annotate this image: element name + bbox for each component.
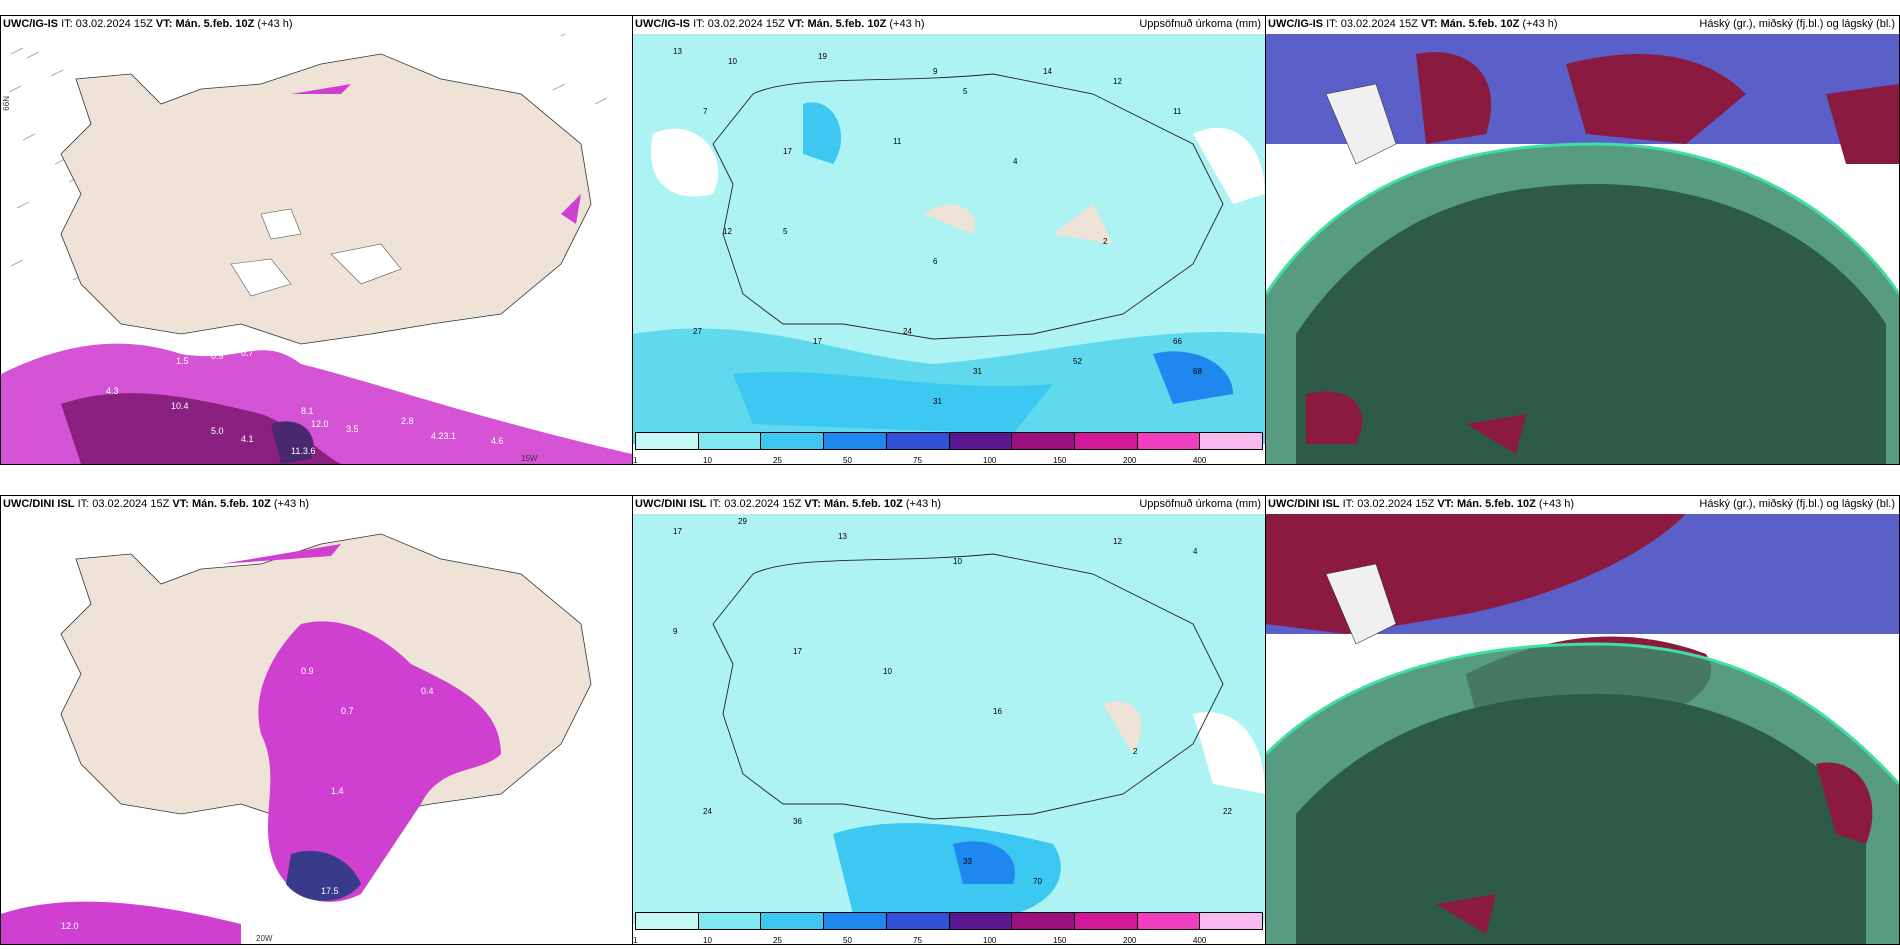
- svg-text:1.5: 1.5: [176, 356, 189, 366]
- lon-label: 15W: [521, 454, 538, 463]
- svg-text:13: 13: [673, 47, 682, 56]
- svg-text:3.3: 3.3: [441, 916, 454, 926]
- precip-legend-labels: 1 10 25 50 75 100 150 200 400: [633, 936, 1207, 945]
- svg-text:5: 5: [783, 227, 788, 236]
- panel-snow-igis: UWC/IG-IS IT: 03.02.2024 15Z VT: Mán. 5.…: [0, 15, 633, 465]
- svg-text:66: 66: [1173, 337, 1182, 346]
- panel-header: UWC/DINI ISL IT: 03.02.2024 15Z VT: Mán.…: [3, 498, 310, 510]
- svg-text:4: 4: [1193, 547, 1198, 556]
- svg-text:31: 31: [933, 397, 942, 406]
- svg-text:3.5: 3.5: [346, 424, 359, 434]
- svg-text:17: 17: [783, 147, 792, 156]
- svg-text:10: 10: [728, 57, 737, 66]
- svg-text:11: 11: [893, 137, 902, 146]
- svg-text:13: 13: [838, 532, 847, 541]
- lat-label: 66N: [2, 96, 11, 111]
- precip-legend-labels: 1 10 25 50 75 100 150 200 400: [633, 456, 1207, 465]
- snow-map: 1.5 0.9 0.7 4.3 10.4 8.1 12.0 3.5 2.8 4.23.1 4.…: [1, 34, 632, 464]
- svg-text:5.0: 5.0: [211, 426, 224, 436]
- svg-text:9: 9: [933, 67, 938, 76]
- svg-text:17: 17: [673, 527, 682, 536]
- svg-text:2.8: 2.8: [401, 416, 414, 426]
- svg-text:10: 10: [953, 557, 962, 566]
- lon-label: 20W: [256, 934, 273, 943]
- panel-header: UWC/IG-IS IT: 03.02.2024 15Z VT: Mán. 5.…: [1268, 18, 1558, 30]
- svg-text:36: 36: [793, 817, 802, 826]
- svg-text:2.2: 2.2: [431, 846, 444, 856]
- svg-text:11.3.6: 11.3.6: [291, 446, 315, 456]
- svg-text:0.7: 0.7: [341, 706, 354, 716]
- panel-header: UWC/DINI ISL IT: 03.02.2024 15Z VT: Mán.…: [635, 498, 942, 510]
- svg-text:4.3: 4.3: [106, 386, 119, 396]
- svg-text:24: 24: [903, 327, 912, 336]
- snow-band: [258, 621, 501, 902]
- svg-text:17: 17: [813, 337, 822, 346]
- svg-text:19: 19: [818, 52, 827, 61]
- panel-clouds-dini: UWC/DINI ISL IT: 03.02.2024 15Z VT: Mán.…: [1265, 495, 1900, 945]
- svg-text:7: 7: [703, 107, 708, 116]
- svg-text:2: 2: [1103, 237, 1108, 246]
- svg-text:0.9: 0.9: [301, 666, 314, 676]
- panel-snow-dini: UWC/DINI ISL IT: 03.02.2024 15Z VT: Mán.…: [0, 495, 633, 945]
- precip-legend: [635, 432, 1264, 454]
- svg-text:70: 70: [1033, 877, 1042, 886]
- panel-title: Háský (gr.), miðský (fj.bl.) og lágský (…: [1699, 498, 1895, 510]
- panel-title: Uppsöfnuð úrkoma (mm): [1139, 18, 1261, 30]
- svg-text:29: 29: [738, 517, 747, 526]
- svg-text:27: 27: [693, 327, 702, 336]
- panel-header: UWC/DINI ISL IT: 03.02.2024 15Z VT: Mán.…: [1268, 498, 1575, 510]
- svg-text:4.6: 4.6: [491, 436, 504, 446]
- cloud-map: [1266, 34, 1899, 464]
- panel-title: Uppsöfnuð úrkoma (mm): [1139, 498, 1261, 510]
- svg-text:14: 14: [1043, 67, 1052, 76]
- panel-precip-dini: UWC/DINI ISL IT: 03.02.2024 15Z VT: Mán.…: [632, 495, 1266, 945]
- svg-text:0.9: 0.9: [211, 351, 224, 361]
- svg-text:15.3: 15.3: [361, 891, 379, 901]
- svg-text:12.0: 12.0: [61, 921, 79, 931]
- svg-text:52: 52: [1073, 357, 1082, 366]
- svg-text:9: 9: [673, 627, 678, 636]
- panel-header: UWC/IG-IS IT: 03.02.2024 15Z VT: Mán. 5.…: [3, 18, 293, 30]
- svg-text:17: 17: [793, 647, 802, 656]
- svg-text:12: 12: [1113, 77, 1122, 86]
- svg-text:12: 12: [1113, 537, 1122, 546]
- svg-text:8.1: 8.1: [301, 406, 314, 416]
- panel-title: Háský (gr.), miðský (fj.bl.) og lágský (…: [1699, 18, 1895, 30]
- svg-text:10: 10: [883, 667, 892, 676]
- svg-text:4: 4: [1013, 157, 1018, 166]
- panel-header: UWC/IG-IS IT: 03.02.2024 15Z VT: Mán. 5.…: [635, 18, 925, 30]
- svg-text:12.0: 12.0: [311, 419, 329, 429]
- svg-text:10.4: 10.4: [171, 401, 189, 411]
- precip-legend: [635, 912, 1264, 934]
- snow-map: 0.9 0.7 0.4 1.4 17.5 15.3 2.2 3.3 12.0: [1, 514, 632, 944]
- svg-text:4.23.1: 4.23.1: [431, 431, 456, 441]
- svg-text:31: 31: [973, 367, 982, 376]
- iceland-land: [60, 53, 592, 345]
- svg-text:4.1: 4.1: [241, 434, 254, 444]
- svg-text:68: 68: [1193, 367, 1202, 376]
- svg-text:0.4: 0.4: [421, 686, 434, 696]
- svg-text:6: 6: [933, 257, 938, 266]
- svg-text:16: 16: [993, 707, 1002, 716]
- cloud-map: [1266, 514, 1899, 944]
- svg-text:12: 12: [723, 227, 732, 236]
- svg-text:2: 2: [1133, 747, 1138, 756]
- svg-text:11: 11: [1173, 107, 1182, 116]
- svg-text:22: 22: [1223, 807, 1232, 816]
- svg-text:33: 33: [963, 857, 972, 866]
- precip-map: 17 29 13 10 12 4 9 17 10 16 2 24 36 33 70 22: [633, 514, 1265, 924]
- svg-text:5: 5: [963, 87, 968, 96]
- svg-text:24: 24: [703, 807, 712, 816]
- precip-map: 13 10 19 9 5 14 12 11 7 17 11 4 12 5 6 2 27 17 24 31 52…: [633, 34, 1265, 444]
- svg-text:0.7: 0.7: [241, 348, 254, 358]
- panel-clouds-igis: UWC/IG-IS IT: 03.02.2024 15Z VT: Mán. 5.…: [1265, 15, 1900, 465]
- svg-text:17.5: 17.5: [321, 886, 339, 896]
- svg-text:1.4: 1.4: [331, 786, 344, 796]
- panel-precip-igis: UWC/IG-IS IT: 03.02.2024 15Z VT: Mán. 5.…: [632, 15, 1266, 465]
